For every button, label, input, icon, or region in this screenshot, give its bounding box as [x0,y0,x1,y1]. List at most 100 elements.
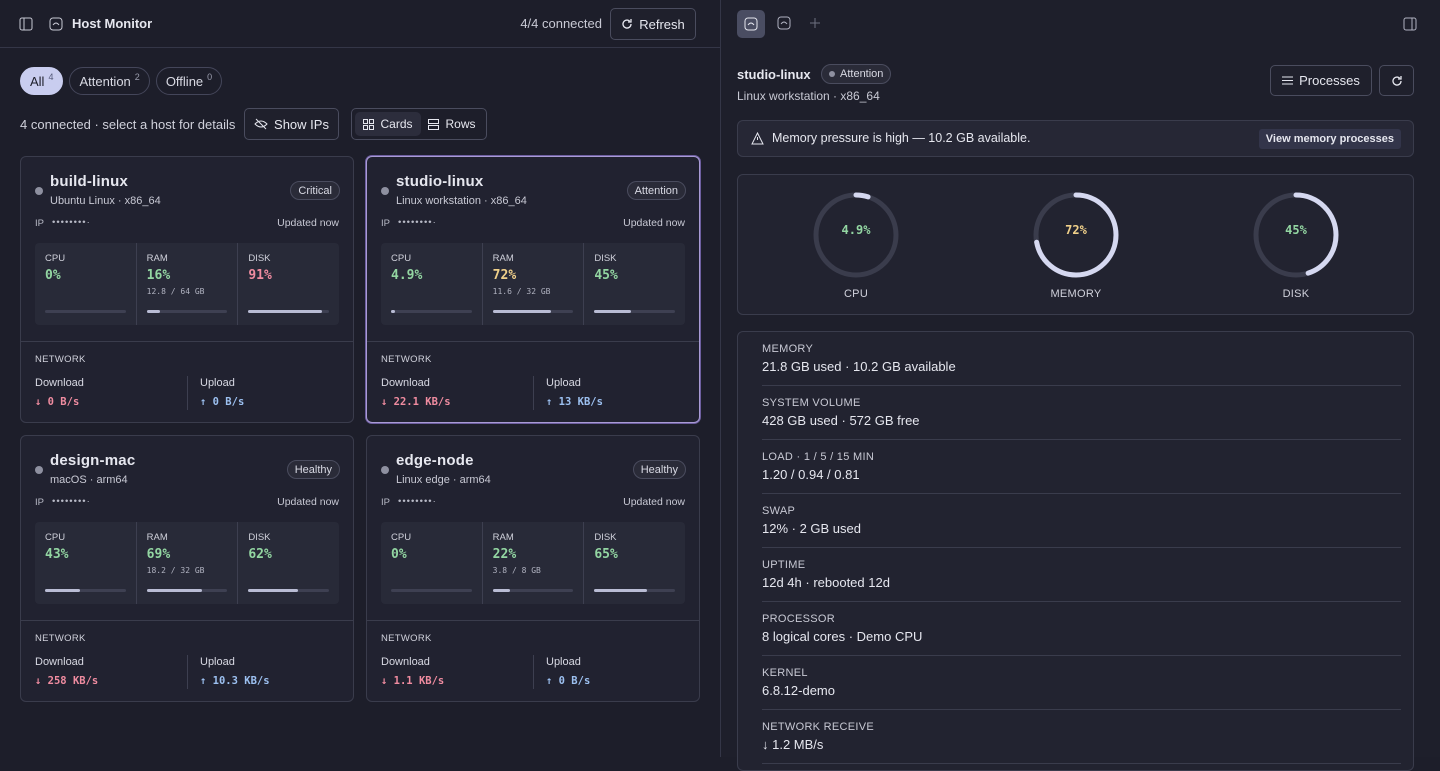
tab[interactable] [777,16,791,30]
metric-track [391,589,472,592]
cards-view[interactable]: Cards [355,112,421,136]
metrics: CPU 43% RAM 69% 18.2 / 32 GB DISK 62% [35,522,339,604]
host-name: design-mac [50,452,136,469]
host-card[interactable]: build-linux Ubuntu Linux · x86_64 Critical… [20,156,354,423]
detail-refresh[interactable] [1379,65,1414,96]
metric-bar [248,310,322,313]
download-label: Download [381,377,430,389]
metric-value: 0% [391,547,407,562]
metric-label: CPU [391,532,412,543]
detail-row: NETWORK RECEIVE 1.2 MB/s [762,710,1401,764]
show-ips-button[interactable]: Show IPs [244,108,339,140]
updated: Updated now [623,496,685,508]
metric-track [146,310,228,313]
metric-value: 45% [594,268,618,283]
filter-pill[interactable]: All 4 [20,67,64,95]
upload-label: Upload [546,377,581,389]
detail-value: 6.8.12-demo [762,683,835,698]
gauge-label: DISK [1282,288,1310,300]
status-badge: Attention [626,181,686,200]
download-label: Download [35,377,84,389]
metric-bar [45,589,80,592]
panel-icon[interactable] [1403,17,1417,31]
upload-value: 13 KB/s [546,396,603,408]
metric-detail: 18.2 / 32 GB [146,566,205,575]
sidebar-icon[interactable] [19,17,33,31]
upload-value: 10.3 KB/s [200,675,270,687]
metric-value: 62% [248,547,272,562]
app-title: Host Monitor [72,16,153,31]
status-dot [35,466,43,474]
detail-subtitle: Linux workstation · x86_64 [737,89,880,103]
filter-label: All [30,73,45,89]
metric-label: RAM [146,532,168,543]
detail-value: 12% · 2 GB used [762,521,861,536]
detail-list: MEMORY 21.8 GB used · 10.2 GB available SY… [737,331,1414,771]
download-value: 22.1 KB/s [381,396,451,408]
metric-bar [594,589,647,592]
processes-label: Processes [1299,73,1360,88]
grid-icon [363,118,375,130]
filter-pill[interactable]: Offline 0 [155,67,223,95]
metric-label: DISK [594,532,617,543]
network: NETWORK Download 258 KB/s Upload 10.3 KB/s [21,620,353,701]
metric-label: RAM [492,253,514,264]
gauge-panel: 4.9% CPU 72% MEMORY 45% DISK [737,174,1414,315]
list-icon [1282,76,1294,85]
upload-value: 0 B/s [546,675,591,687]
gauge: 72% MEMORY [1026,185,1126,310]
updated: Updated now [277,217,339,229]
upload-label: Upload [200,656,235,668]
ip-value: ••••••••· [52,496,91,507]
ip-value: ••••••••· [398,217,437,228]
network: NETWORK Download 22.1 KB/s Upload 13 KB/s [367,341,699,422]
metric-track [146,589,228,592]
metric-track [594,310,676,313]
processes-button[interactable]: Processes [1270,65,1372,96]
metric-track [45,310,126,313]
status-dot [381,187,389,195]
gauge-arc [813,192,899,278]
ip-label: IP [35,218,44,229]
metrics: CPU 4.9% RAM 72% 11.6 / 32 GB DISK 45% [381,243,685,325]
filter-pill[interactable]: Attention 2 [69,67,150,95]
detail-status: Attention [821,64,892,84]
download-value: 1.1 KB/s [381,675,445,687]
net-divider [187,376,188,410]
new-tab[interactable] [809,17,821,29]
host-card[interactable]: edge-node Linux edge · arm64 Healthy IP ••••… [366,435,700,702]
gauge-label: MEMORY [1050,288,1102,300]
metric-value: 65% [594,547,618,562]
metric-bar [492,589,511,592]
tab-active[interactable] [737,10,765,38]
detail-value: 1.2 MB/s [762,737,1389,752]
refresh-button[interactable]: Refresh [610,8,696,40]
metric-value: 4.9% [391,268,423,283]
status-dot [35,187,43,195]
host-card[interactable]: studio-linux Linux workstation · x86_64 At… [366,156,700,423]
detail-row: KERNEL 6.8.12-demo [762,656,1401,710]
metric: DISK 91% [237,243,339,325]
refresh-icon [1391,75,1402,86]
detail-label: NETWORK RECEIVE [762,721,875,733]
detail-label: UPTIME [762,559,806,571]
metric-label: CPU [45,253,66,264]
host-card[interactable]: design-mac macOS · arm64 Healthy IP ••••••••… [20,435,354,702]
host-os: Ubuntu Linux · x86_64 [50,195,161,207]
metric: CPU 0% [35,243,136,325]
rows-view[interactable]: Rows [421,112,483,136]
net-divider [533,655,534,689]
alert-action[interactable]: View memory processes [1258,129,1401,149]
metric-detail: 11.6 / 32 GB [492,287,551,296]
connection-status: 4/4 connected [520,16,602,31]
gauge-ring [1033,192,1119,278]
detail-value: 12d 4h · rebooted 12d [762,575,890,590]
warning-icon [751,132,764,145]
metric-value: 0% [45,268,61,283]
detail-value: 428 GB used · 572 GB free [762,413,920,428]
download-label: Download [35,656,84,668]
filter-bar: All 4 Attention 2 Offline 0 [20,67,223,95]
detail-row: MEMORY 21.8 GB used · 10.2 GB available [762,332,1401,386]
detail-label: PROCESSOR [762,613,835,625]
